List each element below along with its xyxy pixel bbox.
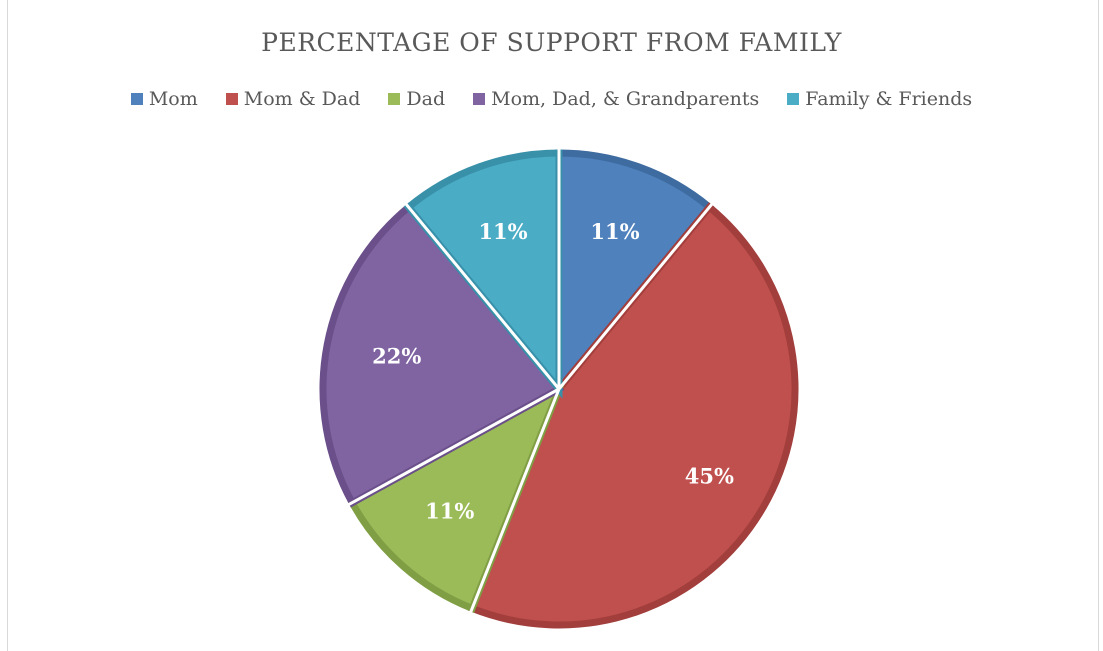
legend-item-mom-and-dad: Mom & Dad xyxy=(225,88,361,110)
legend-label-mom-and-dad: Mom & Dad xyxy=(243,88,361,110)
data-label-dad: 11% xyxy=(425,498,474,523)
legend: Mom Mom & Dad Dad Mom, Dad, & Grandparen… xyxy=(0,88,1103,110)
legend-item-mom: Mom xyxy=(130,88,198,110)
pie-slice-mom xyxy=(555,149,715,399)
slice-separator xyxy=(469,388,561,613)
data-label-mom-and-dad: 45% xyxy=(685,463,734,488)
slice-separator xyxy=(557,203,714,390)
pie-slice-mom-dad-grandparents xyxy=(319,202,565,508)
chart-title: PERCENTAGE OF SUPPORT FROM FAMILY xyxy=(261,28,842,57)
legend-swatch-family-and-friends xyxy=(787,93,800,105)
legend-label-mom: Mom xyxy=(148,88,198,110)
pie-slice-family-and-friends xyxy=(403,149,563,399)
legend-swatch-mom-dad-grandparents xyxy=(473,93,486,105)
legend-item-family-and-friends: Family & Friends xyxy=(787,88,972,110)
legend-label-family-and-friends: Family & Friends xyxy=(805,88,973,110)
legend-swatch-dad xyxy=(388,93,401,105)
data-label-family-and-friends: 11% xyxy=(478,219,527,244)
legend-swatch-mom xyxy=(130,93,143,105)
legend-label-dad: Dad xyxy=(406,88,446,110)
data-label-mom-dad-grandparents: 22% xyxy=(372,344,421,369)
data-label-mom: 11% xyxy=(590,219,639,244)
legend-item-mom-dad-grandparents: Mom, Dad, & Grandparents xyxy=(473,88,759,110)
pie-slice-dad xyxy=(347,381,566,613)
slice-separator xyxy=(347,387,560,506)
legend-item-dad: Dad xyxy=(388,88,445,110)
legend-swatch-mom-and-dad xyxy=(225,93,238,105)
slice-separator xyxy=(404,203,561,390)
legend-label-mom-dad-grandparents: Mom, Dad, & Grandparents xyxy=(491,88,760,110)
pie-slice-mom-and-dad xyxy=(467,202,799,629)
